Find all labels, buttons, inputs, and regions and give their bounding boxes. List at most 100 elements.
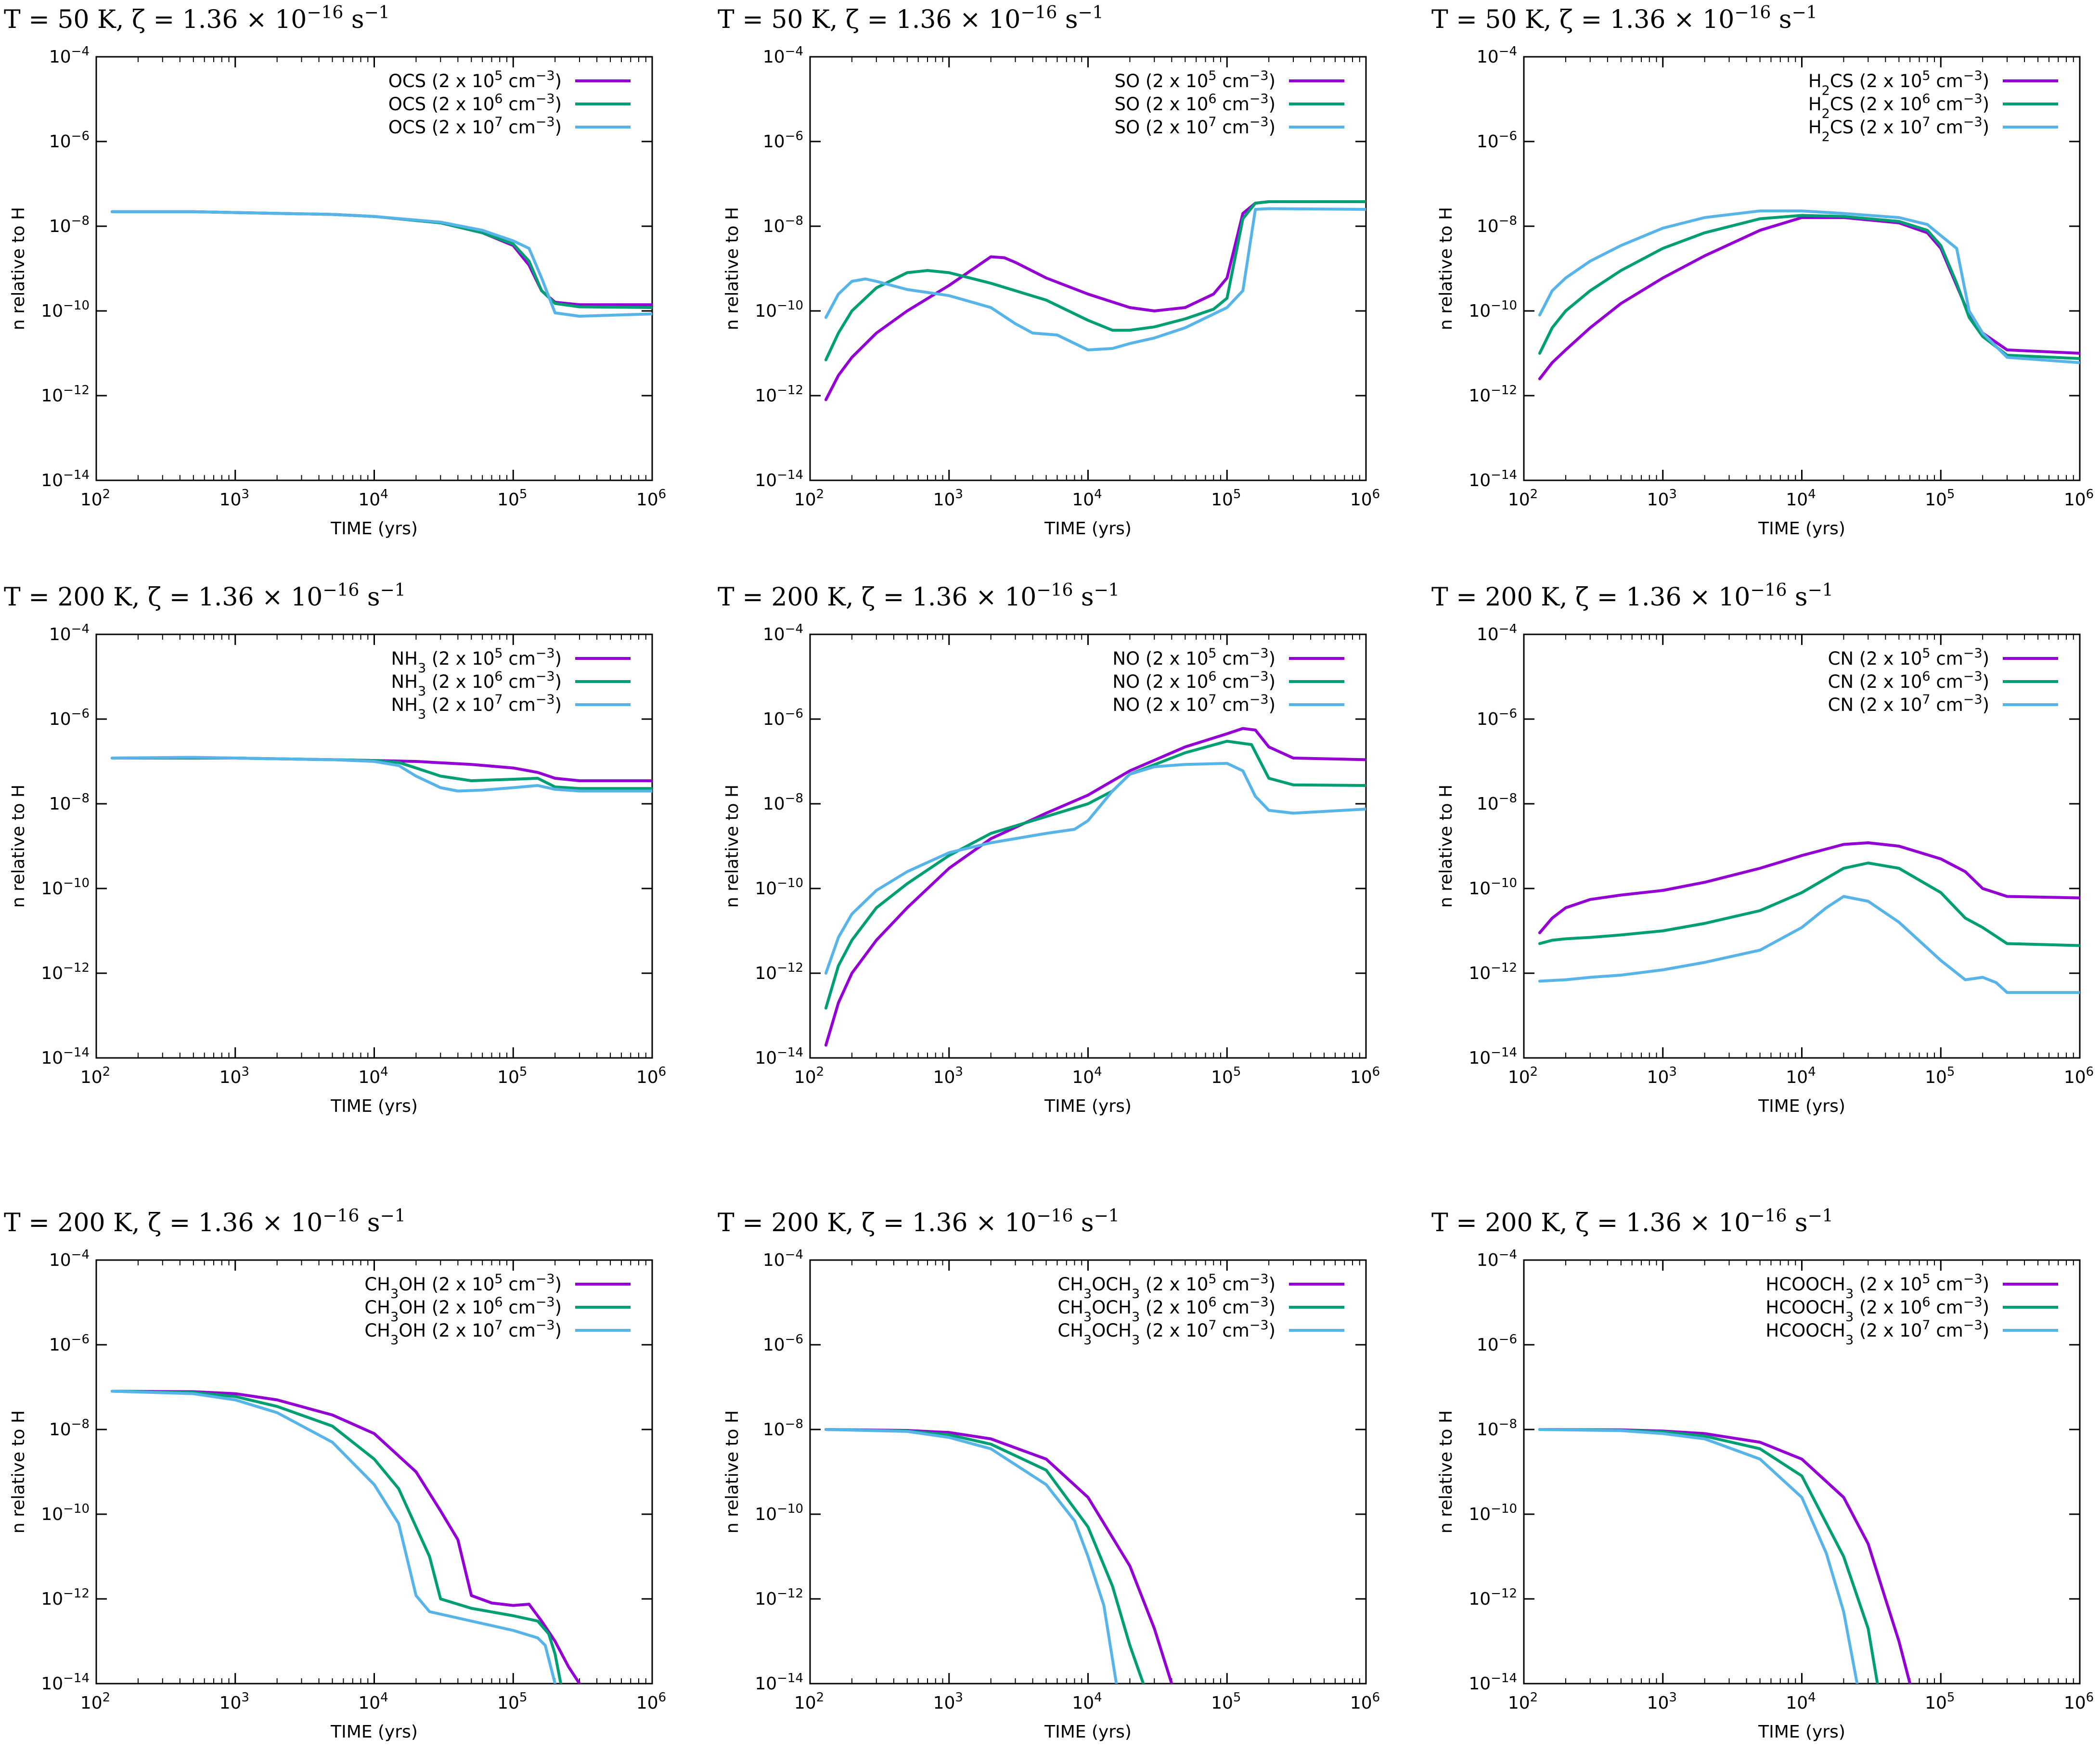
y-tick-label: 10−8 bbox=[49, 1417, 90, 1440]
legend-label-1: CH3OCH3 (2 x 105 cm−3) bbox=[1057, 1272, 1275, 1301]
y-tick-label: 10−6 bbox=[49, 707, 90, 729]
x-tick-label: 103 bbox=[219, 1690, 249, 1713]
legend-label-2: CN (2 x 106 cm−3) bbox=[1828, 669, 1989, 693]
series-line-1 bbox=[110, 1390, 581, 1684]
series-group bbox=[110, 210, 652, 318]
y-axis-label: n relative to H bbox=[1436, 1410, 1456, 1533]
y-tick-label: 10−14 bbox=[41, 1671, 90, 1694]
x-tick-label: 106 bbox=[1350, 487, 1380, 510]
x-axis-label: TIME (yrs) bbox=[330, 1722, 418, 1742]
y-tick-label: 10−4 bbox=[49, 622, 90, 644]
y-tick-label: 10−14 bbox=[755, 468, 803, 490]
panel-2: T = 50 K, ζ = 1.36 × 10−16 s−1 102 103 104 1… bbox=[718, 3, 1380, 539]
series-line-3 bbox=[824, 1428, 1118, 1684]
series-line-2 bbox=[1538, 862, 2080, 947]
series-line-3 bbox=[1538, 895, 2080, 994]
legend-label-2: H2CS (2 x 106 cm−3) bbox=[1808, 91, 1989, 121]
legend-label-3: CN (2 x 107 cm−3) bbox=[1828, 692, 1989, 716]
panel-title: T = 200 K, ζ = 1.36 × 10−16 s−1 bbox=[718, 580, 1120, 612]
x-tick-label: 105 bbox=[1211, 1690, 1241, 1713]
x-tick-label: 105 bbox=[497, 1065, 527, 1087]
y-tick-label: 10−10 bbox=[41, 1502, 90, 1524]
y-axis-label: n relative to H bbox=[9, 207, 28, 330]
panel-title: T = 50 K, ζ = 1.36 × 10−16 s−1 bbox=[718, 3, 1104, 35]
series-line-2 bbox=[824, 1428, 1145, 1684]
y-tick-label: 10−6 bbox=[1477, 129, 1517, 152]
x-tick-label: 102 bbox=[80, 1690, 110, 1713]
x-tick-label: 105 bbox=[1211, 487, 1241, 510]
series-line-1 bbox=[1538, 841, 2080, 934]
panel-1: T = 50 K, ζ = 1.36 × 10−16 s−1 102 103 104 1… bbox=[4, 3, 666, 539]
legend-label-3: HCOOCH3 (2 x 107 cm−3) bbox=[1765, 1318, 1989, 1348]
panel-4: T = 200 K, ζ = 1.36 × 10−16 s−1 102 103 104… bbox=[4, 580, 666, 1117]
y-tick-label: 10−8 bbox=[763, 791, 803, 814]
x-tick-label: 102 bbox=[794, 1065, 824, 1087]
x-tick-label: 102 bbox=[1508, 1690, 1538, 1713]
series-line-3 bbox=[110, 1390, 557, 1684]
y-tick-label: 10−12 bbox=[1469, 383, 1517, 406]
y-tick-label: 10−12 bbox=[41, 961, 90, 983]
x-tick-label: 103 bbox=[219, 487, 249, 510]
y-tick-label: 10−12 bbox=[1469, 961, 1517, 983]
x-tick-label: 103 bbox=[933, 1065, 963, 1087]
x-tick-label: 106 bbox=[636, 1065, 666, 1087]
y-tick-label: 10−12 bbox=[41, 1586, 90, 1609]
series-line-3 bbox=[110, 756, 652, 793]
series-line-1 bbox=[1538, 1428, 1912, 1684]
series-line-1 bbox=[824, 727, 1366, 1047]
series-line-2 bbox=[1538, 214, 2080, 360]
y-tick-label: 10−14 bbox=[41, 468, 90, 490]
legend-label-1: OCS (2 x 105 cm−3) bbox=[388, 68, 562, 92]
series-line-2 bbox=[110, 210, 652, 309]
x-tick-label: 102 bbox=[80, 1065, 110, 1087]
series-line-1 bbox=[824, 1428, 1173, 1684]
y-tick-label: 10−14 bbox=[755, 1045, 803, 1068]
y-tick-label: 10−4 bbox=[49, 44, 90, 67]
y-tick-label: 10−10 bbox=[1469, 298, 1517, 321]
series-line-3 bbox=[1538, 1428, 1859, 1684]
x-axis-label: TIME (yrs) bbox=[1758, 519, 1845, 539]
panel-5: T = 200 K, ζ = 1.36 × 10−16 s−1 102 103 104… bbox=[718, 580, 1380, 1117]
panel-title: T = 200 K, ζ = 1.36 × 10−16 s−1 bbox=[1431, 1206, 1833, 1238]
plot-frame bbox=[95, 56, 653, 481]
legend-label-1: HCOOCH3 (2 x 105 cm−3) bbox=[1765, 1272, 1989, 1301]
y-tick-label: 10−8 bbox=[49, 791, 90, 814]
y-tick-label: 10−8 bbox=[763, 1417, 803, 1440]
y-tick-label: 10−4 bbox=[763, 44, 803, 67]
x-tick-label: 104 bbox=[358, 487, 388, 510]
y-tick-label: 10−6 bbox=[763, 707, 803, 729]
plot-frame bbox=[809, 633, 1367, 1059]
series-group bbox=[1538, 1428, 1912, 1684]
y-axis-label: n relative to H bbox=[1436, 207, 1456, 330]
plot-frame bbox=[95, 633, 653, 1059]
panel-title: T = 50 K, ζ = 1.36 × 10−16 s−1 bbox=[1431, 3, 1817, 35]
x-tick-label: 105 bbox=[1211, 1065, 1241, 1087]
series-group bbox=[824, 727, 1366, 1047]
y-tick-label: 10−12 bbox=[755, 961, 803, 983]
panel-title: T = 200 K, ζ = 1.36 × 10−16 s−1 bbox=[4, 1206, 406, 1238]
y-tick-label: 10−14 bbox=[1469, 468, 1517, 490]
x-tick-label: 105 bbox=[1925, 1065, 1955, 1087]
series-line-2 bbox=[824, 200, 1366, 361]
series-group bbox=[1538, 209, 2080, 380]
y-axis-label: n relative to H bbox=[9, 1410, 28, 1533]
y-tick-label: 10−8 bbox=[763, 214, 803, 236]
x-axis-label: TIME (yrs) bbox=[1044, 519, 1132, 539]
y-tick-label: 10−10 bbox=[755, 876, 803, 899]
series-line-3 bbox=[1538, 209, 2080, 364]
y-tick-label: 10−8 bbox=[1477, 214, 1517, 236]
y-tick-label: 10−14 bbox=[1469, 1045, 1517, 1068]
y-tick-label: 10−4 bbox=[1477, 1248, 1517, 1270]
legend-label-3: NH3 (2 x 107 cm−3) bbox=[391, 692, 562, 722]
x-tick-label: 103 bbox=[1647, 1065, 1677, 1087]
series-group bbox=[110, 1390, 581, 1684]
y-tick-label: 10−8 bbox=[1477, 791, 1517, 814]
series-line-1 bbox=[824, 200, 1366, 401]
x-tick-label: 102 bbox=[1508, 487, 1538, 510]
x-tick-label: 102 bbox=[1508, 1065, 1538, 1087]
y-tick-label: 10−6 bbox=[49, 129, 90, 152]
x-tick-label: 104 bbox=[1072, 487, 1102, 510]
x-axis-label: TIME (yrs) bbox=[1758, 1096, 1845, 1116]
